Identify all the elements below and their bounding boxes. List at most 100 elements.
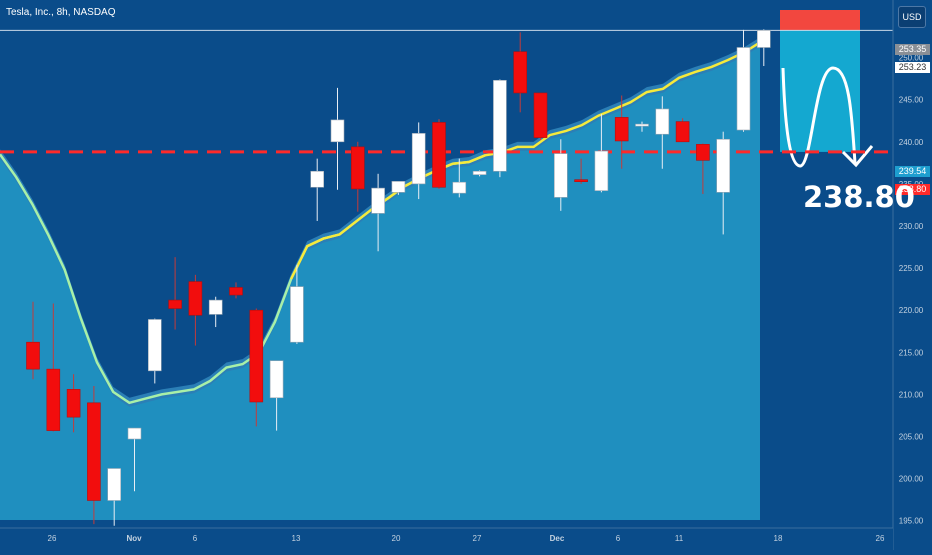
candle bbox=[655, 96, 670, 169]
candle bbox=[26, 301, 40, 380]
forecast-target-value: 238.80 bbox=[803, 180, 915, 214]
candle-body-up bbox=[269, 360, 284, 399]
price-label-last: 253.23 bbox=[895, 62, 930, 73]
candle bbox=[452, 158, 467, 198]
candle bbox=[127, 427, 142, 492]
y-tick-label: 230.00 bbox=[899, 222, 924, 231]
candle-body-up bbox=[736, 47, 751, 131]
candle-body-down bbox=[26, 341, 40, 370]
candle-body-down bbox=[87, 402, 101, 501]
forecast-path bbox=[781, 66, 857, 168]
ribbon-fill bbox=[0, 46, 760, 521]
candle-body-down bbox=[350, 146, 365, 190]
candle bbox=[229, 282, 243, 299]
moving-average-area bbox=[0, 37, 760, 521]
candle bbox=[249, 308, 264, 427]
candle-body-up bbox=[310, 170, 325, 188]
y-tick-label: 200.00 bbox=[899, 475, 924, 484]
candle-body-up bbox=[371, 187, 385, 214]
candle bbox=[87, 385, 101, 525]
candle-body-up bbox=[655, 108, 670, 135]
candle-body-down bbox=[188, 281, 203, 316]
candle bbox=[290, 264, 304, 344]
candle bbox=[432, 119, 446, 189]
candle bbox=[107, 468, 121, 526]
candle-body-up bbox=[493, 80, 507, 172]
y-tick-label: 225.00 bbox=[899, 264, 924, 273]
candle-body-up bbox=[756, 30, 771, 48]
candle-body-up bbox=[716, 138, 731, 193]
candle-body-down bbox=[574, 179, 588, 182]
x-tick-label: 18 bbox=[774, 534, 783, 543]
x-tick-label: 27 bbox=[473, 534, 482, 543]
candle-body-up bbox=[330, 119, 345, 143]
candle bbox=[148, 318, 162, 384]
forecast-arrow bbox=[841, 145, 874, 168]
candle-body-down bbox=[46, 368, 61, 431]
candle-body-down bbox=[614, 117, 629, 142]
candle-body-up bbox=[208, 299, 223, 315]
candle bbox=[188, 274, 203, 346]
currency-button[interactable]: USD bbox=[898, 6, 926, 28]
candle-body-down bbox=[249, 309, 264, 403]
candle-body-up bbox=[411, 133, 426, 185]
x-tick-label: 26 bbox=[876, 534, 885, 543]
candle bbox=[66, 374, 81, 433]
x-tick-label: Dec bbox=[550, 534, 565, 543]
candle bbox=[391, 181, 406, 195]
candle bbox=[493, 79, 507, 178]
candle-body-up bbox=[452, 181, 467, 194]
candle bbox=[635, 121, 649, 132]
x-tick-label: Nov bbox=[126, 534, 142, 543]
candle bbox=[756, 29, 771, 67]
candle bbox=[574, 158, 588, 184]
candle bbox=[472, 170, 487, 177]
candle-body-down bbox=[168, 299, 182, 309]
y-tick-label: 220.00 bbox=[899, 306, 924, 315]
candle bbox=[736, 29, 751, 132]
candle bbox=[614, 95, 629, 169]
y-tick-label: 245.00 bbox=[899, 96, 924, 105]
x-tick-label: 26 bbox=[48, 534, 57, 543]
y-tick-label: 205.00 bbox=[899, 433, 924, 442]
y-tick-label: 250.00 bbox=[899, 54, 924, 63]
price-label-ema: 239.54 bbox=[895, 166, 930, 177]
y-tick-label: 240.00 bbox=[899, 138, 924, 147]
candle-body-down bbox=[696, 144, 710, 161]
candle bbox=[716, 131, 731, 235]
candles bbox=[26, 29, 771, 526]
candle-body-down bbox=[675, 121, 690, 143]
y-tick-label: 215.00 bbox=[899, 348, 924, 357]
y-tick-label: 195.00 bbox=[899, 517, 924, 526]
candle-body-up bbox=[472, 170, 487, 175]
candle-body-down bbox=[229, 287, 243, 296]
candle-body-up bbox=[391, 181, 406, 193]
price-lines bbox=[0, 29, 893, 154]
candle-body-up bbox=[148, 319, 162, 372]
candle bbox=[168, 257, 182, 330]
candle bbox=[371, 173, 385, 252]
y-tick-label: 210.00 bbox=[899, 390, 924, 399]
candle-body-up bbox=[553, 153, 568, 198]
candle-body-down bbox=[66, 389, 81, 418]
price-label-target: 238.80 bbox=[895, 184, 930, 195]
candle-body-up bbox=[635, 123, 649, 127]
x-tick-label: 6 bbox=[616, 534, 621, 543]
candle bbox=[696, 143, 710, 195]
candle bbox=[553, 139, 568, 211]
price-label-high: 253.35 bbox=[895, 44, 930, 55]
candle bbox=[310, 158, 325, 221]
candle bbox=[533, 92, 548, 141]
x-tick-label: 13 bbox=[292, 534, 301, 543]
symbol-title: Tesla, Inc., 8h, NASDAQ bbox=[6, 7, 116, 18]
candle bbox=[675, 118, 690, 143]
signal-line bbox=[289, 41, 761, 280]
candle-body-up bbox=[107, 468, 121, 501]
candle-body-up bbox=[290, 286, 304, 343]
forecast-box bbox=[780, 10, 874, 168]
candle bbox=[594, 114, 609, 193]
forecast-stop-zone bbox=[780, 10, 860, 31]
candle bbox=[330, 87, 345, 190]
